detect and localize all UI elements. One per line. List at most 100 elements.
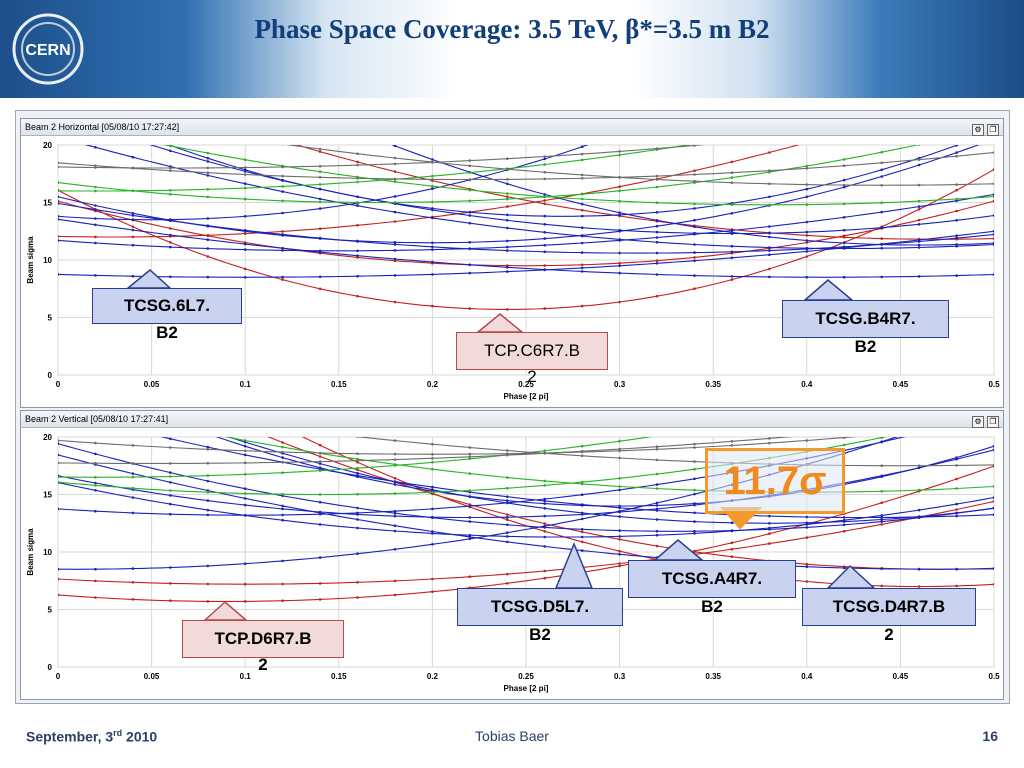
series-point [318, 200, 322, 204]
series-point [955, 502, 958, 506]
series-point [468, 211, 472, 214]
series-point [880, 433, 883, 436]
series-point [94, 481, 97, 485]
series-point [955, 234, 958, 237]
header-banner: CERN Phase Space Coverage: 3.5 TeV, β*=3… [0, 0, 1024, 98]
series-point [917, 158, 921, 161]
series-point [506, 308, 509, 311]
series-point [468, 489, 472, 492]
restore-icon[interactable]: ❐ [987, 124, 999, 136]
series-point [206, 224, 210, 228]
series-point [506, 192, 509, 195]
series-point [356, 274, 359, 278]
series-point [618, 477, 621, 480]
series-point [543, 193, 546, 196]
series-point [917, 218, 921, 222]
callout-line1: TCSG.A4R7. [661, 569, 763, 588]
series-point [693, 202, 696, 206]
series-point [281, 165, 284, 169]
series-point [318, 275, 322, 279]
series-point [431, 530, 434, 533]
series-point [768, 522, 771, 525]
series-point [880, 475, 883, 478]
series-point [730, 229, 734, 232]
series-point [842, 164, 846, 167]
series-point [805, 255, 809, 258]
series-point [618, 264, 621, 268]
series-point [618, 238, 621, 241]
series-point [356, 254, 359, 257]
series-point [618, 504, 621, 508]
series-point [58, 189, 60, 193]
series-group [58, 138, 996, 311]
settings-icon[interactable]: ⚙ [972, 124, 984, 136]
series-point [655, 224, 659, 228]
series-point [580, 202, 584, 206]
panel-icons: ⚙ ❐ [969, 121, 999, 137]
series-point [655, 259, 659, 262]
series-point [843, 431, 846, 434]
series-point [281, 145, 284, 146]
series-point [169, 566, 172, 569]
series-point [543, 231, 546, 234]
series-point [993, 138, 996, 141]
series-point [618, 506, 621, 510]
series-point [693, 532, 696, 535]
series-point [58, 475, 60, 479]
series-point [618, 510, 621, 514]
series-point [580, 192, 584, 196]
x-tick-label: 0.5 [988, 672, 1000, 681]
series-point [393, 464, 397, 467]
series-point [693, 488, 696, 492]
footer-date-sup: rd [113, 728, 123, 738]
series-point [393, 243, 397, 246]
x-axis-label: Phase [2 pi] [504, 392, 549, 401]
series-point [393, 509, 397, 513]
series-point [243, 439, 247, 442]
series-point [169, 149, 172, 153]
series-point [206, 564, 210, 568]
series-point [618, 213, 621, 217]
series-point [806, 141, 809, 144]
series-point [169, 599, 172, 602]
series-point [356, 163, 359, 167]
series-point [243, 242, 247, 246]
series-point [468, 247, 472, 251]
chart-panel-horizontal: Beam 2 Horizontal [05/08/10 17:27:42] ⚙ ❐… [20, 118, 1004, 408]
series-point [243, 232, 247, 235]
series-point [955, 243, 958, 246]
series-point [393, 300, 397, 304]
series-point [768, 267, 771, 271]
series-point [131, 486, 135, 490]
series-point [805, 250, 809, 253]
series-point [468, 472, 472, 475]
y-tick-label: 15 [43, 199, 52, 208]
series-point [992, 230, 994, 233]
series-point [318, 510, 322, 514]
series-point [356, 195, 359, 199]
series-point [693, 274, 696, 277]
series-point [206, 160, 210, 163]
series-point [955, 567, 958, 571]
series-point [655, 448, 659, 451]
series-point [992, 583, 994, 586]
footer-date: September, 3rd 2010 [26, 728, 157, 745]
series-point [468, 159, 472, 162]
y-axis-label: Beam sigma [26, 236, 35, 284]
series-point [580, 454, 584, 458]
series-point [281, 234, 284, 237]
settings-icon[interactable]: ⚙ [972, 416, 984, 428]
series-point [580, 450, 584, 453]
callout-line2: 2 [258, 655, 268, 674]
series-point [543, 155, 546, 158]
series-point [356, 249, 359, 253]
series-point [730, 203, 734, 206]
series-point [730, 160, 734, 164]
series-point [992, 463, 994, 467]
series-point [805, 164, 809, 168]
callout-line1: TCSG.D5L7. [490, 597, 590, 616]
series-point [431, 184, 434, 188]
series-point [805, 246, 809, 250]
restore-icon[interactable]: ❐ [987, 416, 999, 428]
series-point [655, 240, 659, 244]
